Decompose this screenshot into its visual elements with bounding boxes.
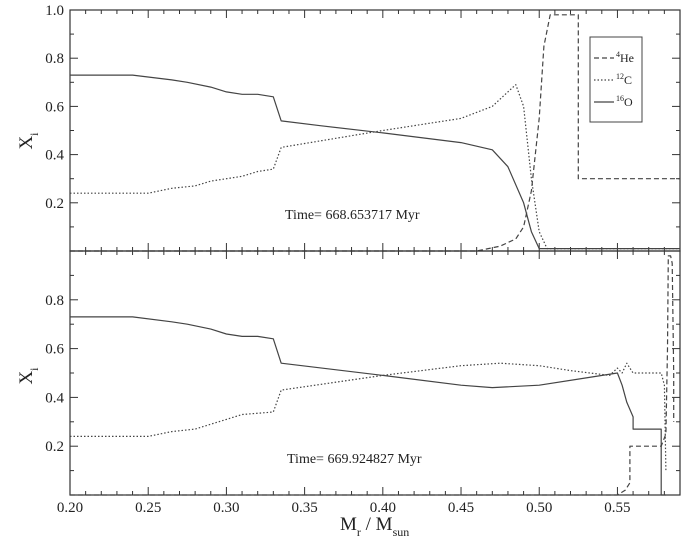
- top-panel-ticks: 0.2 0.4 0.6 0.8 1.0: [45, 3, 681, 251]
- svg-text:Xi: Xi: [16, 132, 41, 150]
- top-y-tick-label: 0.2: [45, 196, 64, 212]
- legend-entry-c: 12C: [594, 72, 632, 87]
- x-tick-label: 0.40: [370, 500, 396, 516]
- top-series-c: [70, 84, 680, 250]
- legend-entry-o: 16O: [594, 94, 633, 109]
- top-series-he: [70, 14, 680, 252]
- x-tick-label: 0.20: [57, 500, 83, 516]
- bottom-series-he: [70, 255, 675, 496]
- legend-entry-he: 4He: [594, 50, 634, 65]
- top-panel: 0.20.40.60.81.0 Time= 668.653717 Myr Xi …: [16, 3, 681, 252]
- svg-text:4He: 4He: [616, 50, 634, 65]
- top-y-tick-label: 0.8: [45, 51, 64, 67]
- svg-text:12C: 12C: [616, 72, 632, 87]
- top-y-axis-title: Xi: [16, 132, 41, 150]
- top-panel-series: [70, 14, 680, 252]
- top-time-annotation: Time= 668.653717 Myr: [285, 208, 420, 223]
- x-tick-label: 0.35: [291, 500, 317, 516]
- svg-text:Xi: Xi: [16, 367, 41, 385]
- top-y-tick-label: 0.4: [45, 148, 64, 164]
- bottom-y-tick-label: 0.4: [45, 390, 64, 406]
- x-tick-label: 0.45: [448, 500, 474, 516]
- x-tick-label: 0.25: [135, 500, 161, 516]
- bottom-y-axis-title: Xi: [16, 367, 41, 385]
- legend: 4He 12C 16O: [589, 36, 643, 123]
- bottom-y-tick-label: 0.8: [45, 293, 64, 309]
- bottom-series-o: [70, 316, 666, 496]
- x-tick-label: 0.30: [213, 500, 239, 516]
- x-tick-label: 0.50: [526, 500, 552, 516]
- svg-text:16O: 16O: [616, 94, 633, 109]
- svg-text:Mr / Msun: Mr / Msun: [340, 514, 409, 539]
- bottom-y-tick-label: 0.2: [45, 439, 64, 455]
- bottom-y-tick-label: 0.6: [45, 342, 64, 358]
- top-y-tick-label: 1.0: [45, 3, 64, 19]
- bottom-panel-series: [70, 255, 675, 496]
- bottom-panel-ticks: 0.2 0.4 0.6 0.8 0.20 0.25 0.30 0.35 0.40 0.45 0.50…: [45, 251, 681, 516]
- x-tick-label: 0.55: [604, 500, 630, 516]
- top-y-tick-label: 0.6: [45, 99, 64, 115]
- bottom-series-c: [70, 362, 667, 471]
- bottom-time-annotation: Time= 669.924827 Myr: [287, 452, 422, 467]
- bottom-panel: 0.2 0.4 0.6 0.8 0.20 0.25 0.30 0.35 0.40 0.45 0.50…: [16, 250, 681, 539]
- top-series-o: [70, 74, 680, 250]
- x-axis-title: Mr / Msun: [340, 514, 409, 539]
